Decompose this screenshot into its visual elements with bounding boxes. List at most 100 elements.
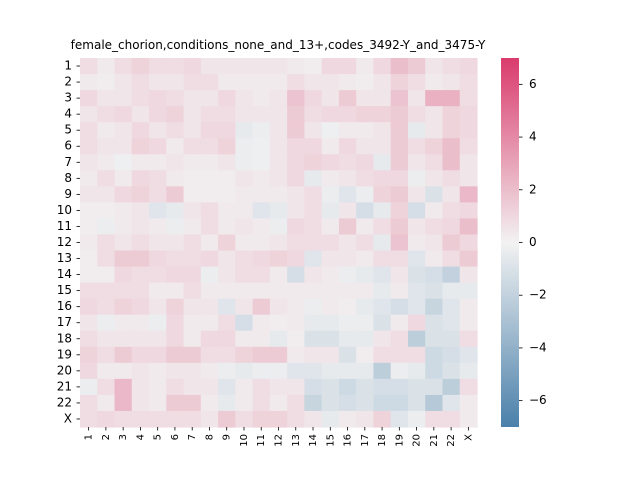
heatmap-cell [425,234,444,252]
heatmap-cell [287,250,305,268]
heatmap-cell [114,218,133,236]
heatmap-cell [407,90,426,107]
heatmap-cell [183,266,202,284]
heatmap-cell [407,330,426,348]
heatmap-cell [97,106,116,123]
y-tick-label: 4 [64,107,72,121]
colorbar-tick-label: −4 [529,340,547,354]
heatmap-cell [269,378,288,396]
heatmap-cell [304,218,323,236]
heatmap-cells [80,58,478,428]
heatmap-cell [390,362,409,380]
heatmap-cell [269,282,288,300]
heatmap-cell [373,394,392,412]
heatmap-cell [183,90,202,107]
heatmap-cell [235,90,254,107]
heatmap-cell [338,410,357,428]
heatmap-cell [338,282,357,300]
heatmap-cell [425,58,444,75]
heatmap-cell [390,106,409,123]
heatmap-cell [407,170,426,187]
heatmap-cell [459,362,478,380]
heatmap-cell [149,378,167,396]
heatmap-cell [183,122,202,139]
heatmap-cell [373,106,392,123]
y-tick-label: 5 [64,123,72,137]
heatmap-cell [373,250,392,268]
heatmap-cell [459,218,478,236]
heatmap-cell [390,410,409,428]
heatmap-cell [97,218,116,236]
heatmap-cell [390,330,409,348]
heatmap-cell [183,346,202,364]
heatmap-cell [321,202,340,220]
colorbar-tick-label: 2 [529,182,537,196]
heatmap-cell [252,202,271,220]
heatmap-cell [459,58,478,75]
heatmap-cell [80,314,98,332]
heatmap-cell [218,282,236,300]
heatmap-cell [114,314,133,332]
heatmap-cell [235,282,254,300]
heatmap-cell [321,186,340,203]
heatmap-cell [252,394,271,412]
heatmap-cell [149,170,167,187]
heatmap-cell [459,298,478,316]
heatmap-cell [131,170,150,187]
heatmap-cell [407,106,426,123]
x-tick-label: 22 [446,434,457,447]
heatmap-cell [149,346,167,364]
heatmap-cell [114,106,133,123]
heatmap-cell [459,378,478,396]
heatmap-cell [338,330,357,348]
heatmap-cell [131,394,150,412]
heatmap-cell [304,266,323,284]
heatmap-cell [235,378,254,396]
heatmap-cell [442,74,461,91]
heatmap-cell [200,106,219,123]
colorbar-tick-label: 0 [529,235,537,249]
heatmap-cell [166,410,185,428]
heatmap-cell [200,122,219,139]
heatmap-cell [114,330,133,348]
heatmap-cell [321,90,340,107]
heatmap-cell [459,314,478,332]
heatmap-cell [373,74,392,91]
heatmap-cell [269,394,288,412]
heatmap-cell [356,170,375,187]
heatmap-cell [442,218,461,236]
heatmap-cell [166,346,185,364]
heatmap-cell [356,106,375,123]
heatmap-cell [356,410,375,428]
heatmap-cell [252,234,271,252]
heatmap-cell [131,122,150,139]
heatmap-cell [183,170,202,187]
heatmap-cell [218,90,236,107]
heatmap-cell [390,74,409,91]
heatmap-cell [80,362,98,380]
y-tick-label: 18 [57,331,72,345]
y-tick-label: 7 [64,155,72,169]
heatmap-cell [80,330,98,348]
heatmap-cell [321,170,340,187]
y-tick-label: 12 [57,235,72,249]
heatmap-cell [80,298,98,316]
y-tick-label: 1 [64,59,72,73]
heatmap-cell [442,106,461,123]
heatmap-cell [356,58,375,75]
y-tick-label: X [64,411,72,425]
heatmap-cell [97,154,116,171]
heatmap-cell [390,218,409,236]
heatmap-cell [407,186,426,203]
heatmap-cell [269,330,288,348]
heatmap-cell [183,410,202,428]
heatmap-cell [218,74,236,91]
heatmap-cell [442,138,461,155]
heatmap-cell [149,58,167,75]
heatmap-cell [252,250,271,268]
heatmap-cell [442,250,461,268]
heatmap-cell [459,330,478,348]
heatmap-cell [114,266,133,284]
heatmap-cell [338,122,357,139]
heatmap-cell [338,138,357,155]
